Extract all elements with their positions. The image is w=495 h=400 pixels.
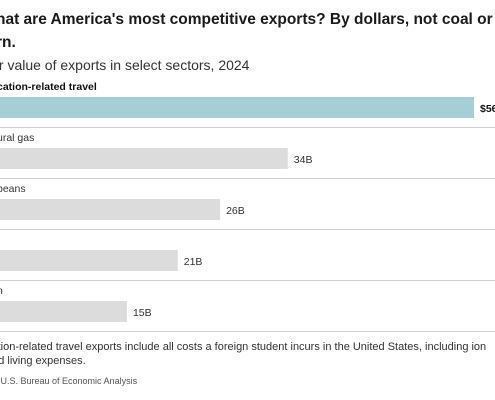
category-label: n (0, 285, 3, 297)
chart-title: hat are America's most competitive expor… (0, 11, 493, 51)
value-label: 26B (226, 205, 245, 217)
bar (0, 148, 288, 169)
category-label: beans (0, 183, 26, 195)
chart-subtitle: lar value of exports in select sectors, … (0, 57, 250, 73)
bar-chart: cation-related travel $56 ural gas 34B beans… (0, 81, 495, 332)
chart-note: cation-related travel exports include al… (0, 341, 487, 367)
chart-source: ce: U.S. Bureau of Economic Analysis (0, 376, 138, 386)
bar (0, 199, 221, 220)
bar (0, 97, 474, 118)
bar (0, 301, 127, 322)
value-label: 34B (294, 154, 313, 166)
category-label: ural gas (0, 132, 34, 144)
value-label: 21B (184, 256, 203, 268)
value-label: $56 (480, 103, 495, 115)
bar (0, 250, 178, 271)
value-label: 15B (133, 307, 152, 319)
category-label: cation-related travel (0, 81, 97, 93)
